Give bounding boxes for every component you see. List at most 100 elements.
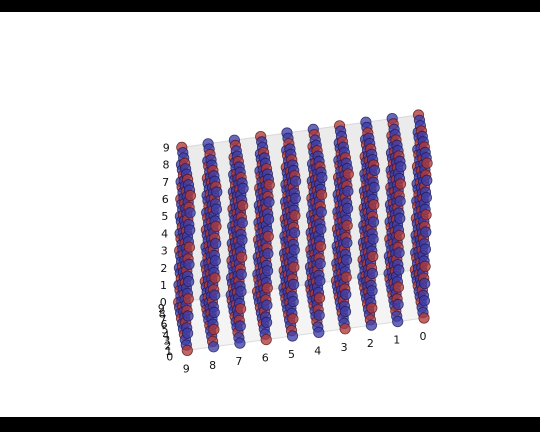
data-point-0-0-8 [421,174,433,186]
data-point-9-0-1 [182,327,194,339]
data-point-8-0-2 [208,306,220,318]
z-tick-6: 6 [162,193,169,206]
data-point-2-0-4 [367,250,379,262]
data-point-9-0-7 [184,224,196,236]
data-point-9-0-5 [183,258,195,270]
data-point-8-0-6 [210,238,222,250]
data-point-0-0-4 [419,243,431,255]
data-point-1-0-1 [392,298,404,310]
data-point-9-0-4 [183,275,195,288]
data-point-7-0-4 [235,268,247,280]
data-point-3-0-6 [341,220,353,232]
data-point-4-0-3 [314,275,326,287]
data-point-0-0-9 [421,157,433,169]
data-point-2-0-2 [366,285,378,297]
data-point-5-0-3 [287,278,300,290]
data-point-5-0-7 [289,210,301,222]
data-point-1-0-9 [395,161,407,173]
data-point-3-0-1 [339,305,352,318]
data-point-6-0-5 [262,248,274,260]
data-point-3-0-7 [341,202,354,214]
data-point-2-0-7 [368,199,380,211]
y-tick-4: 4 [163,329,170,342]
z-tick-5: 5 [161,210,168,223]
data-point-2-0-8 [368,182,380,194]
x-tick-6: 6 [262,352,269,365]
data-point-4-0-6 [315,223,327,235]
data-point-8-0-8 [210,203,222,215]
y-tick-1: 1 [165,345,172,358]
z-tick-2: 2 [160,262,167,275]
data-point-6-0-6 [262,230,274,242]
data-point-7-0-7 [236,217,248,229]
data-point-7-0-3 [235,285,247,298]
y-tick-2: 2 [164,340,171,353]
data-point-9-0-8 [184,207,196,219]
data-point-5-0-5 [288,244,300,256]
data-point-3-0-0 [339,323,351,335]
data-point-5-0-2 [287,295,299,308]
data-point-2-0-6 [367,216,380,228]
data-point-9-0-0 [181,344,193,356]
data-point-8-0-5 [209,255,221,267]
data-point-4-0-8 [315,189,328,201]
data-point-8-0-4 [209,272,221,284]
data-point-0-0-1 [418,295,430,307]
x-tick-4: 4 [314,344,321,357]
z-tick-3: 3 [161,245,168,258]
data-point-0-0-5 [420,226,432,238]
data-points [173,109,433,356]
data-point-1-0-6 [394,212,406,224]
data-point-0-0-7 [420,192,432,204]
z-tick-4: 4 [161,227,168,240]
data-point-7-0-0 [234,337,246,349]
data-point-3-0-9 [342,168,354,180]
data-point-7-0-2 [235,303,247,315]
data-point-1-0-5 [393,230,405,242]
x-tick-9: 9 [183,362,190,375]
data-point-0-0-2 [419,277,431,290]
data-point-2-0-1 [366,302,378,314]
data-point-1-0-8 [394,178,407,190]
data-point-3-0-2 [340,288,352,300]
data-point-5-0-6 [288,227,301,239]
x-tick-3: 3 [341,341,348,354]
z-tick-8: 8 [163,159,170,172]
data-point-6-0-9 [263,179,275,191]
data-point-9-0-3 [182,293,194,305]
data-point-0-0-3 [419,260,431,272]
data-point-7-0-1 [234,320,246,332]
x-tick-8: 8 [209,359,216,372]
data-point-4-0-4 [314,258,326,270]
data-point-8-0-0 [208,341,220,353]
data-point-1-0-4 [393,247,405,259]
data-point-5-0-1 [287,313,299,325]
data-point-5-0-4 [288,261,300,273]
data-point-8-0-1 [208,323,220,336]
data-point-1-0-7 [394,195,406,207]
data-point-4-0-0 [313,326,325,338]
y-tick-9: 9 [158,302,165,315]
data-point-5-0-9 [289,175,302,187]
z-tick-9: 9 [163,141,170,154]
data-point-4-0-5 [314,240,327,252]
data-point-7-0-9 [237,182,249,194]
z-tick-0: 0 [160,296,167,309]
data-point-3-0-8 [342,185,354,197]
data-point-9-0-6 [183,241,195,253]
data-point-2-0-9 [368,164,381,176]
data-point-2-0-5 [367,233,379,245]
data-point-6-0-2 [261,299,273,311]
x-tick-5: 5 [288,348,295,361]
data-point-8-0-3 [209,289,221,301]
data-point-1-0-3 [393,264,405,276]
data-point-7-0-8 [237,200,249,212]
data-point-6-0-8 [263,196,275,208]
data-point-6-0-3 [261,282,273,294]
z-tick-7: 7 [162,176,169,189]
data-point-8-0-7 [210,220,222,232]
data-point-5-0-0 [286,330,299,342]
